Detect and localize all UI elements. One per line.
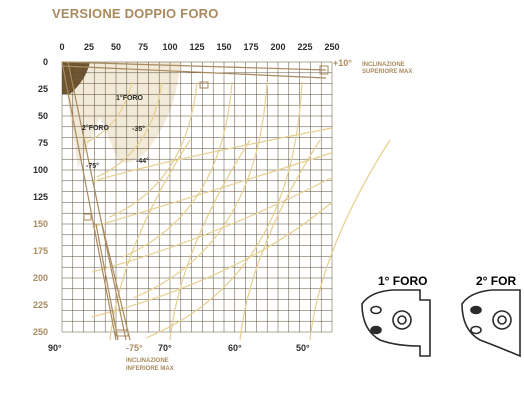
angle-minus-44: -44° bbox=[136, 157, 149, 165]
x-tick-label: 75 bbox=[138, 42, 148, 52]
second-hole-label: 2°FORO bbox=[82, 124, 109, 132]
origin-wedge bbox=[62, 62, 90, 94]
field-curve bbox=[169, 139, 251, 341]
top-max-label-2: SUPERIORE MAX bbox=[362, 69, 412, 75]
field-curve bbox=[91, 176, 333, 273]
field-curve bbox=[309, 139, 391, 341]
y-tick-label: 75 bbox=[38, 138, 48, 148]
y-tick-label: 25 bbox=[38, 84, 48, 94]
upper-arm bbox=[61, 61, 329, 89]
y-tick-label: 225 bbox=[33, 300, 48, 310]
x-tick-label: 100 bbox=[162, 42, 177, 52]
field-curve bbox=[239, 139, 321, 341]
second-hole-icon bbox=[461, 289, 521, 358]
field-curves bbox=[86, 81, 391, 341]
x-tick-label: 25 bbox=[84, 42, 94, 52]
x-tick-label: 50 bbox=[111, 42, 121, 52]
bottom-angle-50: 50° bbox=[296, 343, 310, 353]
top-angle-label: +10° bbox=[333, 58, 352, 68]
coverage-sector bbox=[62, 62, 180, 168]
bottom-angle-70: 70° bbox=[158, 343, 172, 353]
bottom-max-label-2: INFERIORE MAX bbox=[126, 366, 174, 372]
bottom-angle-60: 60° bbox=[228, 343, 242, 353]
top-max-label-1: INCLINAZIONE bbox=[362, 62, 405, 68]
angle-minus-75: -75° bbox=[86, 162, 99, 170]
field-curve bbox=[91, 152, 333, 228]
first-hole-label: 1°FORO bbox=[116, 94, 143, 102]
field-curve bbox=[109, 81, 198, 218]
y-tick-label: 0 bbox=[43, 57, 48, 67]
field-curve bbox=[121, 81, 233, 259]
x-tick-label: 175 bbox=[243, 42, 258, 52]
field-curve bbox=[91, 127, 333, 183]
y-tick-label: 50 bbox=[38, 111, 48, 121]
y-axis-ticks: 0 25 50 75 100 125 150 175 200 225 250 bbox=[33, 57, 48, 337]
field-curve bbox=[91, 201, 333, 318]
first-hole-icon bbox=[361, 289, 431, 357]
x-tick-label: 125 bbox=[189, 42, 204, 52]
field-curve bbox=[133, 81, 268, 299]
field-curve bbox=[86, 81, 133, 144]
second-hole-title: 2° FOR bbox=[476, 274, 517, 288]
x-tick-label: 225 bbox=[297, 42, 312, 52]
y-tick-label: 125 bbox=[33, 192, 48, 202]
bottom-angle-minus-75: -75° bbox=[126, 343, 143, 353]
y-tick-label: 200 bbox=[33, 273, 48, 283]
x-tick-label: 250 bbox=[324, 42, 339, 52]
y-tick-label: 100 bbox=[33, 165, 48, 175]
grid bbox=[61, 61, 333, 333]
angle-minus-35: -35° bbox=[132, 125, 145, 133]
page-title: VERSIONE DOPPIO FORO bbox=[52, 6, 219, 21]
y-tick-label: 250 bbox=[33, 327, 48, 337]
field-curve bbox=[145, 81, 303, 339]
first-hole-title: 1° FORO bbox=[378, 274, 428, 288]
y-tick-label: 175 bbox=[33, 246, 48, 256]
bottom-angle-90: 90° bbox=[48, 343, 62, 353]
field-curve bbox=[96, 81, 163, 178]
x-tick-label: 200 bbox=[270, 42, 285, 52]
x-axis-ticks: 0 25 50 75 100 125 150 175 200 225 250 bbox=[59, 42, 339, 52]
x-tick-label: 0 bbox=[59, 42, 64, 52]
lower-arm bbox=[61, 61, 131, 341]
bottom-max-label-1: INCLINAZIONE bbox=[126, 358, 169, 364]
y-tick-label: 150 bbox=[33, 219, 48, 229]
x-tick-label: 150 bbox=[216, 42, 231, 52]
